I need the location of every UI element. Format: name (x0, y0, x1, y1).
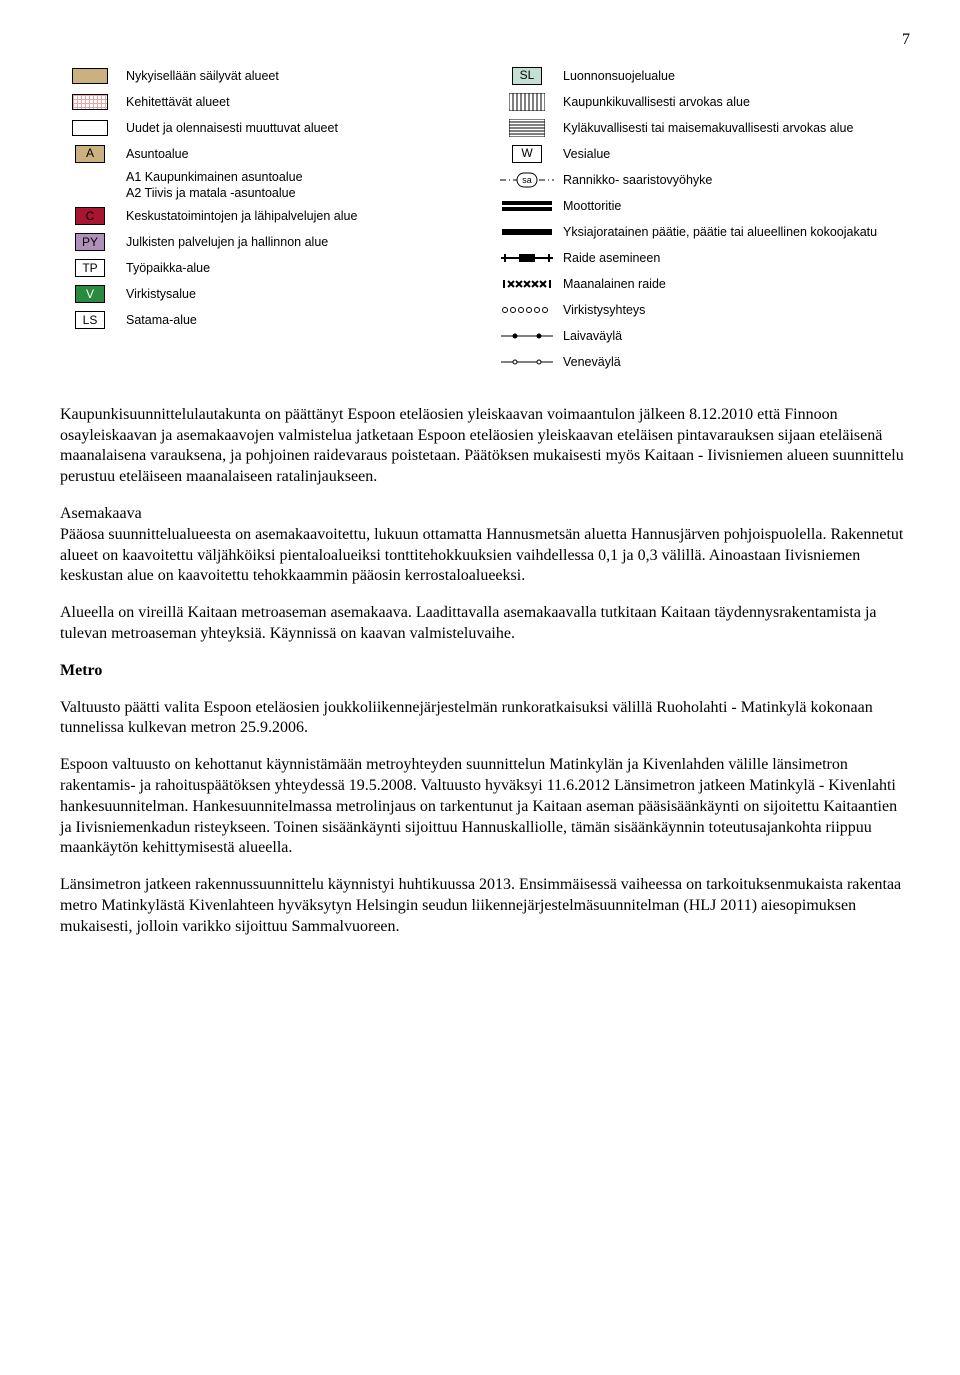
legend-label: Asuntoalue (120, 146, 473, 162)
legend-symbol (497, 279, 557, 289)
legend-symbol (497, 358, 557, 366)
legend-symbol (497, 201, 557, 211)
legend-label: Raide asemineen (557, 250, 910, 266)
legend-label: Virkistysalue (120, 286, 473, 302)
legend-row: CKeskustatoimintojen ja lähipalvelujen a… (60, 205, 473, 227)
legend-row: Kehitettävät alueet (60, 91, 473, 113)
legend-label: Julkisten palvelujen ja hallinnon alue (120, 234, 473, 250)
legend-row: SLLuonnonsuojelualue (497, 65, 910, 87)
legend-symbol: PY (60, 233, 120, 251)
legend-label: Työpaikka-alue (120, 260, 473, 276)
legend-row: VVirkistysalue (60, 283, 473, 305)
paragraph-4: Valtuusto päätti valita Espoon eteläosie… (60, 698, 910, 740)
legend-label: Maanalainen raide (557, 276, 910, 292)
legend-label: Veneväylä (557, 354, 910, 370)
paragraph-6: Länsimetron jatkeen rakennussuunnittelu … (60, 875, 910, 937)
svg-text:sa: sa (522, 175, 532, 185)
legend-symbol: W (497, 145, 557, 163)
legend-label: Kaupunkikuvallisesti arvokas alue (557, 94, 910, 110)
legend-label: Virkistysyhteys (557, 302, 910, 318)
legend-symbol (497, 253, 557, 263)
legend-row: Nykyisellään säilyvät alueet (60, 65, 473, 87)
page-number: 7 (60, 30, 910, 51)
legend-row: Veneväylä (497, 351, 910, 373)
legend-label: Moottoritie (557, 198, 910, 214)
legend-row: Yksiajoratainen päätie, päätie tai aluee… (497, 221, 910, 243)
legend-label: Vesialue (557, 146, 910, 162)
legend-symbol (497, 229, 557, 235)
legend-row: Virkistysyhteys (497, 299, 910, 321)
legend-row: PYJulkisten palvelujen ja hallinnon alue (60, 231, 473, 253)
legend-row: Uudet ja olennaisesti muuttuvat alueet (60, 117, 473, 139)
legend-container: Nykyisellään säilyvät alueet Kehitettävät… (60, 65, 910, 377)
metro-heading: Metro (60, 661, 910, 682)
legend-label: Nykyisellään säilyvät alueet (120, 68, 473, 84)
legend-label: Uudet ja olennaisesti muuttuvat alueet (120, 120, 473, 136)
legend-sublabels: A1 Kaupunkimainen asuntoalueA2 Tiivis ja… (126, 169, 473, 202)
legend-left-column: Nykyisellään säilyvät alueet Kehitettävät… (60, 65, 473, 377)
paragraph-5: Espoon valtuusto on kehottanut käynnistä… (60, 755, 910, 859)
legend-row: AAsuntoalue (60, 143, 473, 165)
legend-row: TPTyöpaikka-alue (60, 257, 473, 279)
legend-symbol (60, 94, 120, 110)
paragraph-3: Alueella on vireillä Kaitaan metroaseman… (60, 603, 910, 645)
legend-right-column: SLLuonnonsuojelualue Kaupunkikuvallisesti… (497, 65, 910, 377)
legend-row: Moottoritie (497, 195, 910, 217)
legend-symbol: sa (497, 171, 557, 189)
legend-symbol (497, 119, 557, 137)
paragraph-2: Pääosa suunnittelualueesta on asemakaavo… (60, 525, 910, 587)
legend-symbol: V (60, 285, 120, 303)
paragraph-1: Kaupunkisuunnittelulautakunta on päättän… (60, 405, 910, 488)
legend-symbol (497, 332, 557, 340)
legend-label: Kyläkuvallisesti tai maisemakuvallisesti… (557, 120, 910, 136)
legend-symbol (60, 120, 120, 136)
legend-symbol (497, 93, 557, 111)
legend-symbol: SL (497, 67, 557, 85)
legend-sublabel: A2 Tiivis ja matala -asuntoalue (126, 185, 473, 201)
legend-row: Raide asemineen (497, 247, 910, 269)
legend-symbol: A (60, 145, 120, 163)
body-text: Kaupunkisuunnittelulautakunta on päättän… (60, 405, 910, 938)
legend-row: Kaupunkikuvallisesti arvokas alue (497, 91, 910, 113)
legend-row: LSSatama-alue (60, 309, 473, 331)
legend-row: Maanalainen raide (497, 273, 910, 295)
legend-sublabel: A1 Kaupunkimainen asuntoalue (126, 169, 473, 185)
legend-row: sa Rannikko- saaristovyöhyke (497, 169, 910, 191)
legend-label: Yksiajoratainen päätie, päätie tai aluee… (557, 224, 910, 240)
legend-row: Laivaväylä (497, 325, 910, 347)
legend-symbol (497, 306, 557, 314)
legend-row: Kyläkuvallisesti tai maisemakuvallisesti… (497, 117, 910, 139)
legend-symbol: LS (60, 311, 120, 329)
legend-symbol: TP (60, 259, 120, 277)
legend-symbol (60, 68, 120, 84)
legend-label: Satama-alue (120, 312, 473, 328)
legend-label: Rannikko- saaristovyöhyke (557, 172, 910, 188)
legend-label: Laivaväylä (557, 328, 910, 344)
asemakaava-heading: Asemakaava (60, 504, 910, 525)
legend-label: Kehitettävät alueet (120, 94, 473, 110)
legend-row: WVesialue (497, 143, 910, 165)
legend-label: Keskustatoimintojen ja lähipalvelujen al… (120, 208, 473, 224)
legend-symbol: C (60, 207, 120, 225)
legend-label: Luonnonsuojelualue (557, 68, 910, 84)
